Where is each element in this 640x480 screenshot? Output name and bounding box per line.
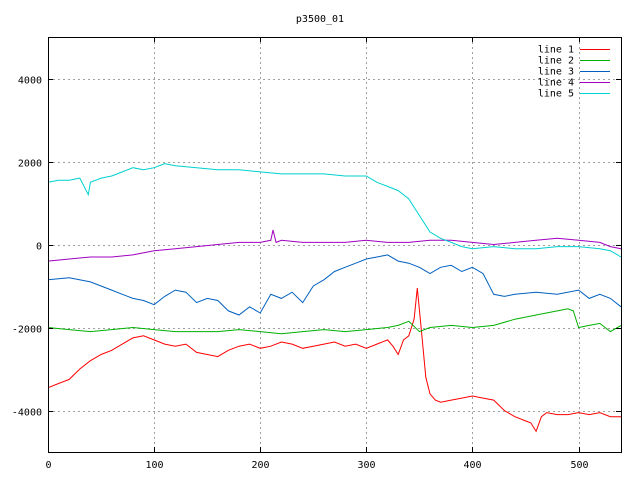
y-tick-label: 2000 xyxy=(18,159,42,170)
y-tick-label: -2000 xyxy=(12,325,42,336)
series-line-1 xyxy=(47,288,621,433)
legend-label: line 3 xyxy=(538,67,574,78)
x-tick-label: 300 xyxy=(357,460,375,471)
grid xyxy=(48,37,621,452)
legend-label: line 4 xyxy=(538,78,574,89)
y-tick-label: -4000 xyxy=(12,408,42,419)
chart-title: p3500_01 xyxy=(296,14,344,25)
series-line-2 xyxy=(47,308,622,335)
legend-label: line 5 xyxy=(538,89,574,100)
series-layer xyxy=(47,163,622,433)
y-tick-label: 0 xyxy=(36,242,42,253)
legend-label: line 1 xyxy=(538,45,574,56)
x-tick-label: 500 xyxy=(570,460,588,471)
x-tick-label: 400 xyxy=(463,460,481,471)
x-tick-label: 200 xyxy=(251,460,269,471)
series-line-3 xyxy=(47,254,622,316)
x-tick-label: 0 xyxy=(45,460,51,471)
y-tick-label: 4000 xyxy=(18,76,42,87)
x-tick-label: 100 xyxy=(145,460,163,471)
axis-ticks: 0 100 200 300 400 500 -4000 -2000 0 2000 4000 xyxy=(12,37,621,471)
series-line-4 xyxy=(47,229,622,262)
series-line-5 xyxy=(47,163,622,258)
legend-label: line 2 xyxy=(538,56,574,67)
